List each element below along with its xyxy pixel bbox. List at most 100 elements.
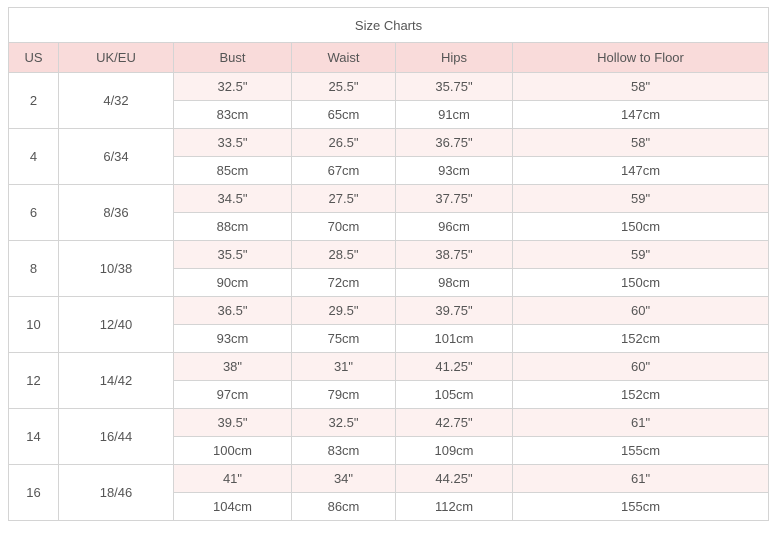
bust-inch-cell: 38" (173, 352, 292, 381)
hips-cm-cell: 101cm (395, 324, 513, 353)
hips-cm-cell: 105cm (395, 380, 513, 409)
ukeu-size-cell: 4/32 (58, 72, 174, 129)
ukeu-size-cell: 6/34 (58, 128, 174, 185)
column-header-hollow-to-floor: Hollow to Floor (511, 42, 770, 73)
hips-cm-cell: 93cm (395, 156, 513, 185)
hips-cm-cell: 98cm (395, 268, 513, 297)
bust-inch-cell: 33.5" (173, 128, 292, 157)
size-row-inches: 2 4/32 32.5" 25.5" 35.75" 58" (8, 72, 770, 129)
waist-cm-cell: 75cm (291, 324, 396, 353)
size-row-centimeters: 90cm 72cm 98cm 150cm (9, 268, 770, 297)
waist-inch-cell: 28.5" (291, 240, 396, 269)
hollow-to-floor-cm-cell: 155cm (511, 436, 770, 465)
hips-cm-cell: 96cm (395, 212, 513, 241)
waist-cm-cell: 67cm (291, 156, 396, 185)
waist-cm-cell: 83cm (291, 436, 396, 465)
ukeu-size-cell: 8/36 (58, 184, 174, 241)
size-row-centimeters: 85cm 67cm 93cm 147cm (9, 156, 770, 185)
size-chart-table: Size Charts US UK/EU Bust Waist Hips Hol… (7, 7, 770, 521)
hips-inch-cell: 42.75" (395, 408, 513, 437)
hollow-to-floor-inch-cell: 59" (511, 240, 770, 269)
us-size-cell: 14 (8, 408, 59, 465)
ukeu-size-cell: 18/46 (58, 464, 174, 521)
column-header-ukeu: UK/EU (58, 42, 174, 73)
ukeu-size-cell: 16/44 (58, 408, 174, 465)
size-row-centimeters: 97cm 79cm 105cm 152cm (9, 380, 770, 409)
waist-inch-cell: 26.5" (291, 128, 396, 157)
hips-cm-cell: 91cm (395, 100, 513, 129)
title-row: Size Charts (7, 7, 770, 43)
hips-cm-cell: 112cm (395, 492, 513, 521)
us-size-cell: 4 (8, 128, 59, 185)
hollow-to-floor-cm-cell: 147cm (511, 100, 770, 129)
bust-cm-cell: 88cm (173, 212, 292, 241)
hollow-to-floor-cm-cell: 152cm (511, 324, 770, 353)
column-header-waist: Waist (291, 42, 396, 73)
bust-inch-cell: 35.5" (173, 240, 292, 269)
hips-inch-cell: 39.75" (395, 296, 513, 325)
page-title: Size Charts (7, 7, 770, 43)
hips-inch-cell: 41.25" (395, 352, 513, 381)
hollow-to-floor-inch-cell: 59" (511, 184, 770, 213)
us-size-cell: 2 (8, 72, 59, 129)
us-size-cell: 10 (8, 296, 59, 353)
hips-inch-cell: 36.75" (395, 128, 513, 157)
waist-inch-cell: 25.5" (291, 72, 396, 101)
size-row-inches: 6 8/36 34.5" 27.5" 37.75" 59" (8, 184, 770, 241)
hollow-to-floor-cm-cell: 150cm (511, 268, 770, 297)
size-row-inches: 16 18/46 41" 34" 44.25" 61" (8, 464, 770, 521)
bust-inch-cell: 36.5" (173, 296, 292, 325)
us-size-cell: 6 (8, 184, 59, 241)
size-row-inches: 4 6/34 33.5" 26.5" 36.75" 58" (8, 128, 770, 185)
waist-cm-cell: 86cm (291, 492, 396, 521)
bust-inch-cell: 39.5" (173, 408, 292, 437)
bust-cm-cell: 93cm (173, 324, 292, 353)
size-row-inches: 14 16/44 39.5" 32.5" 42.75" 61" (8, 408, 770, 465)
waist-inch-cell: 31" (291, 352, 396, 381)
bust-cm-cell: 85cm (173, 156, 292, 185)
waist-cm-cell: 72cm (291, 268, 396, 297)
hips-cm-cell: 109cm (395, 436, 513, 465)
ukeu-size-cell: 10/38 (58, 240, 174, 297)
header-row: US UK/EU Bust Waist Hips Hollow to Floor (8, 42, 770, 73)
hips-inch-cell: 37.75" (395, 184, 513, 213)
bust-inch-cell: 32.5" (173, 72, 292, 101)
us-size-cell: 16 (8, 464, 59, 521)
waist-cm-cell: 79cm (291, 380, 396, 409)
bust-cm-cell: 90cm (173, 268, 292, 297)
waist-inch-cell: 29.5" (291, 296, 396, 325)
bust-cm-cell: 83cm (173, 100, 292, 129)
ukeu-size-cell: 12/40 (58, 296, 174, 353)
size-chart-body: 2 4/32 32.5" 25.5" 35.75" 58" 83cm 65cm 91cm 147c… (8, 72, 770, 521)
bust-cm-cell: 97cm (173, 380, 292, 409)
column-header-bust: Bust (173, 42, 292, 73)
bust-cm-cell: 100cm (173, 436, 292, 465)
hollow-to-floor-inch-cell: 60" (511, 296, 770, 325)
ukeu-size-cell: 14/42 (58, 352, 174, 409)
waist-inch-cell: 32.5" (291, 408, 396, 437)
waist-inch-cell: 34" (291, 464, 396, 493)
bust-inch-cell: 34.5" (173, 184, 292, 213)
hips-inch-cell: 35.75" (395, 72, 513, 101)
hollow-to-floor-inch-cell: 60" (511, 352, 770, 381)
waist-cm-cell: 70cm (291, 212, 396, 241)
hips-inch-cell: 44.25" (395, 464, 513, 493)
size-row-centimeters: 83cm 65cm 91cm 147cm (9, 100, 770, 129)
size-row-centimeters: 88cm 70cm 96cm 150cm (9, 212, 770, 241)
size-row-inches: 8 10/38 35.5" 28.5" 38.75" 59" (8, 240, 770, 297)
waist-inch-cell: 27.5" (291, 184, 396, 213)
hollow-to-floor-cm-cell: 155cm (511, 492, 770, 521)
hollow-to-floor-inch-cell: 61" (511, 408, 770, 437)
size-row-inches: 12 14/42 38" 31" 41.25" 60" (8, 352, 770, 409)
us-size-cell: 12 (8, 352, 59, 409)
hollow-to-floor-cm-cell: 147cm (511, 156, 770, 185)
us-size-cell: 8 (8, 240, 59, 297)
hips-inch-cell: 38.75" (395, 240, 513, 269)
bust-cm-cell: 104cm (173, 492, 292, 521)
hollow-to-floor-inch-cell: 61" (511, 464, 770, 493)
bust-inch-cell: 41" (173, 464, 292, 493)
hollow-to-floor-cm-cell: 150cm (511, 212, 770, 241)
hollow-to-floor-cm-cell: 152cm (511, 380, 770, 409)
column-header-us: US (8, 42, 59, 73)
size-row-inches: 10 12/40 36.5" 29.5" 39.75" 60" (8, 296, 770, 353)
